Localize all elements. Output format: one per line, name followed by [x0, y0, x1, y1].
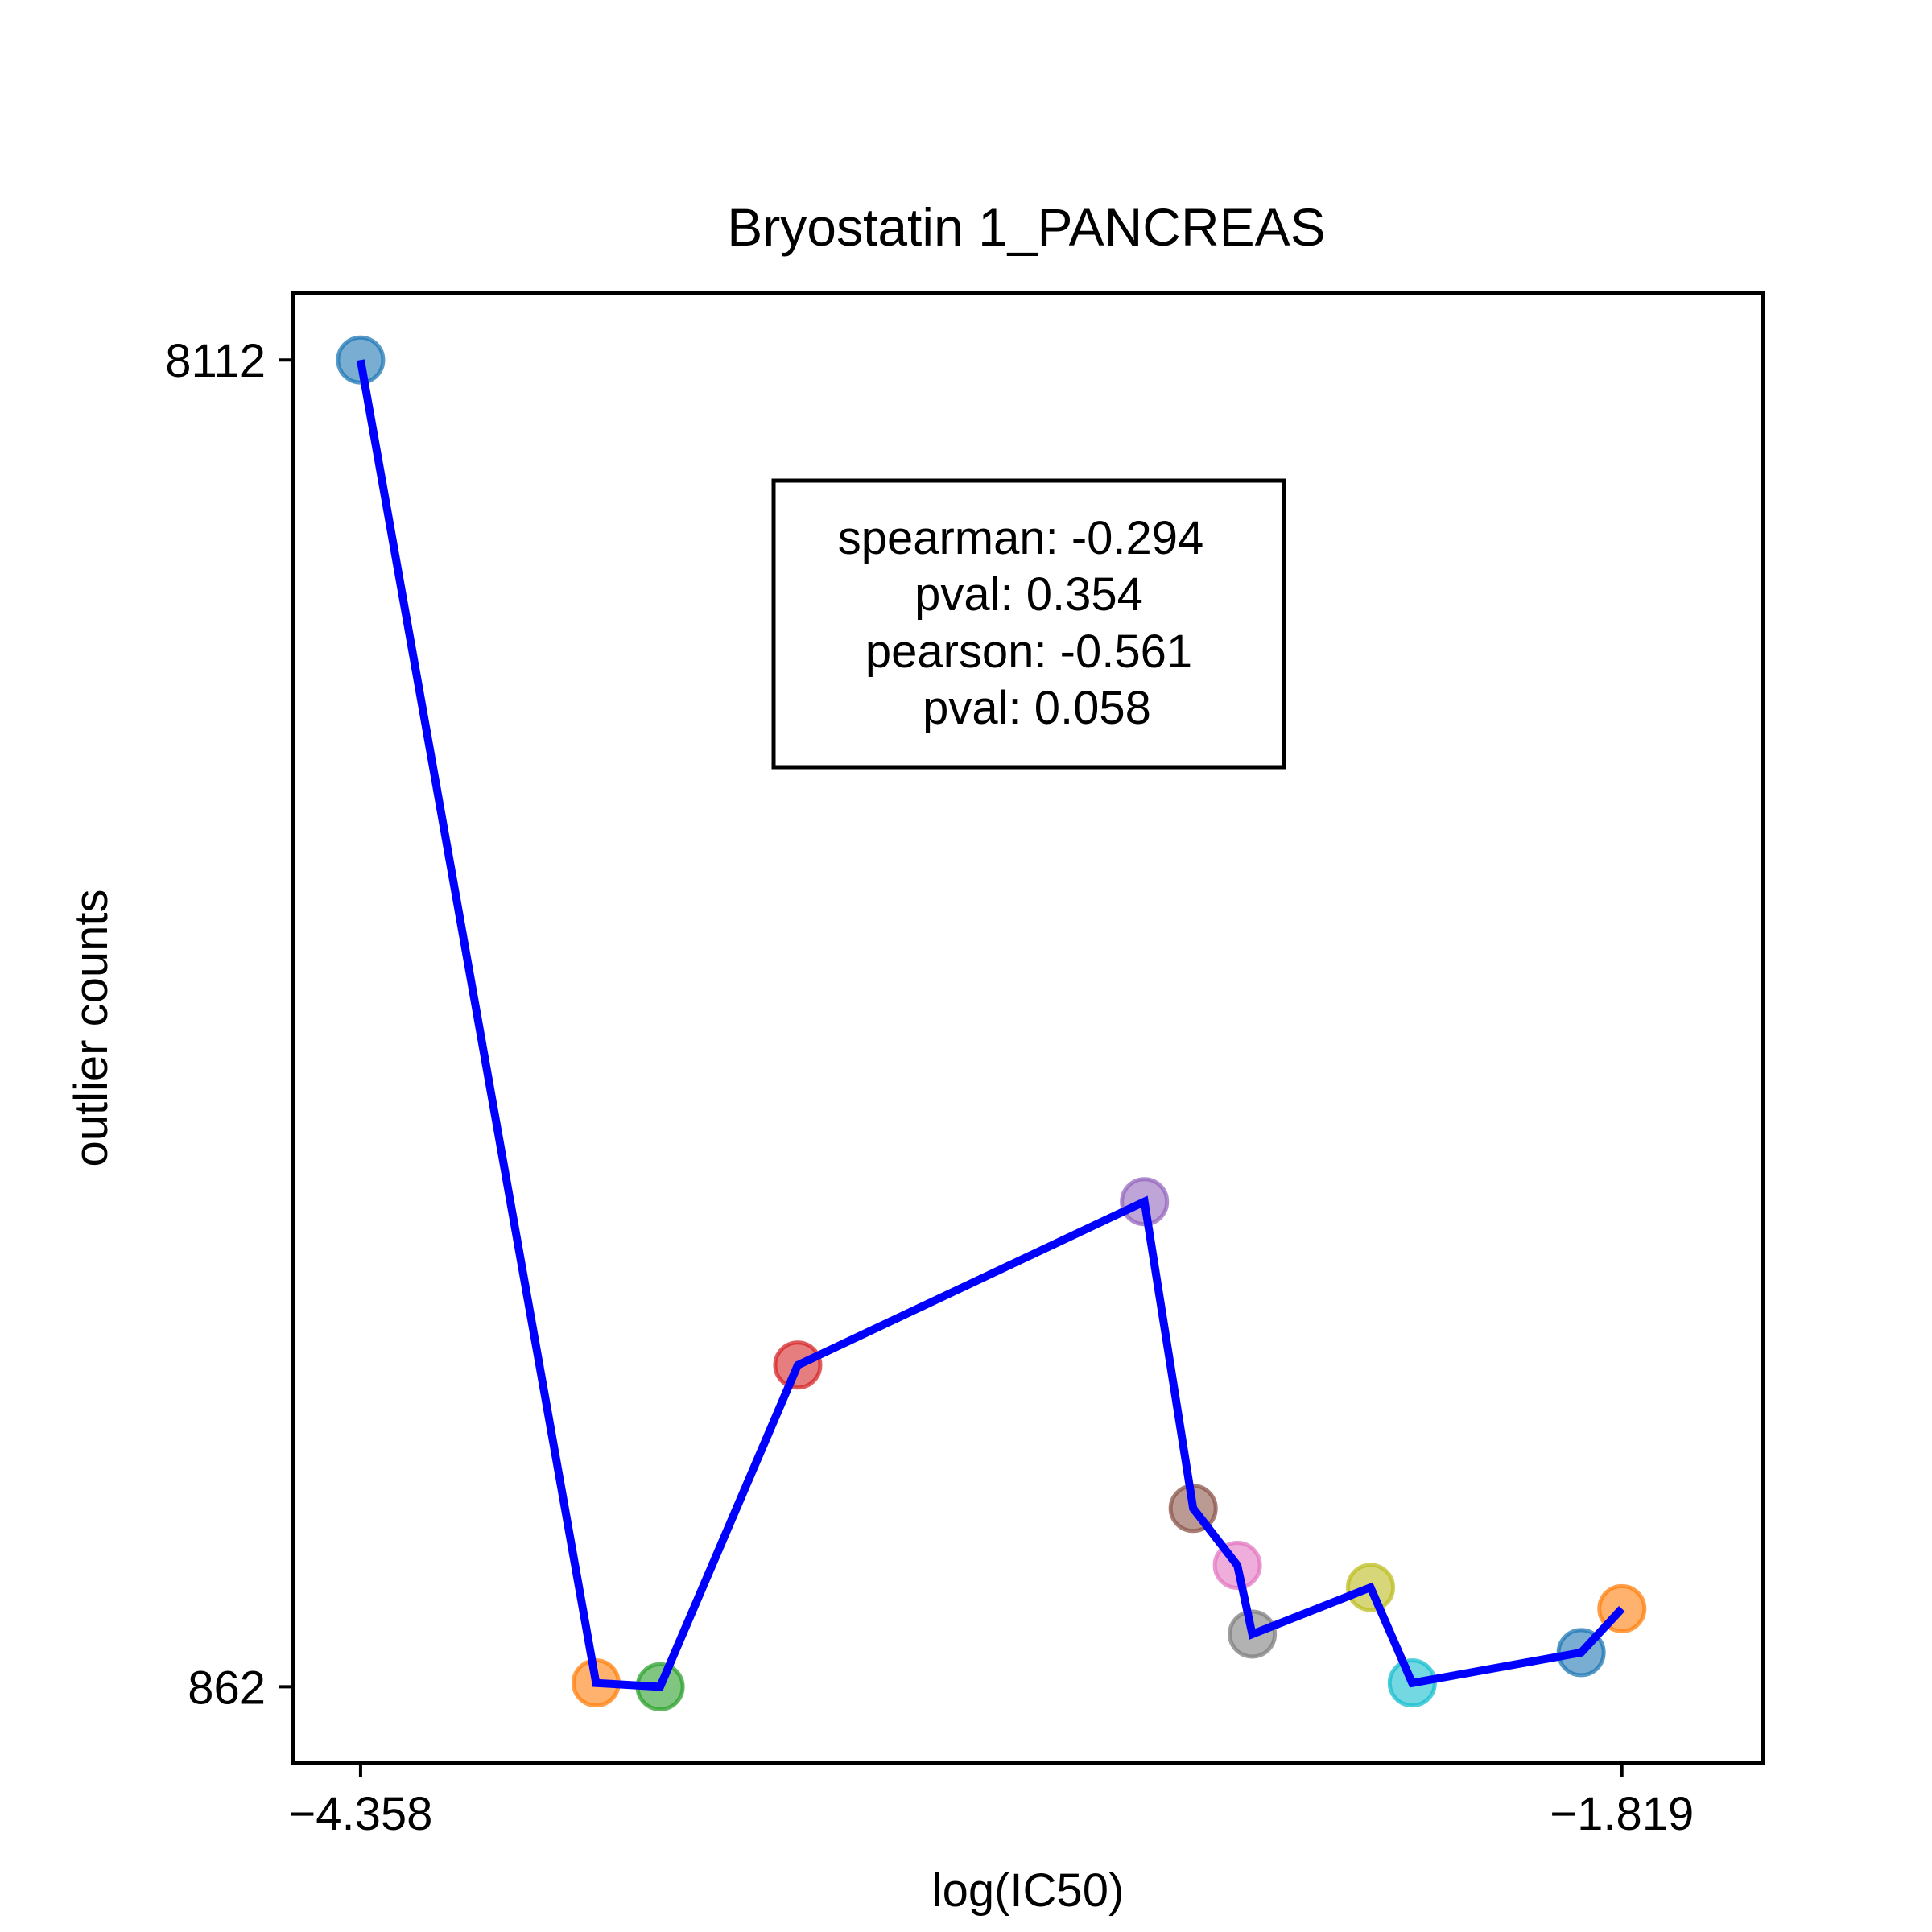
y-axis-label: outlier counts	[65, 890, 118, 1167]
x-tick-label: −1.819	[1550, 1788, 1694, 1840]
plot-area	[291, 291, 1765, 1765]
stats-annotation: spearman: -0.294 pval: 0.354 pearson: -0…	[771, 478, 1286, 770]
stats-spearman-pval: pval: 0.354	[914, 568, 1143, 621]
x-tick-label: −4.358	[288, 1788, 432, 1840]
stats-pearson-pval: pval: 0.058	[923, 682, 1151, 734]
stats-box	[771, 478, 1286, 770]
y-axis-ticks: 8112 862	[165, 335, 293, 1714]
y-tick-label: 862	[188, 1662, 266, 1714]
series-line	[356, 359, 1625, 1691]
chart-title: Bryostatin 1_PANCREAS	[727, 197, 1325, 257]
stats-spearman: spearman: -0.294	[838, 512, 1204, 564]
x-axis-label: log(IC50)	[932, 1864, 1125, 1917]
y-tick-label: 8112	[165, 335, 266, 387]
x-axis-ticks: −4.358 −1.819	[288, 1763, 1694, 1840]
stats-pearson: pearson: -0.561	[865, 625, 1192, 678]
